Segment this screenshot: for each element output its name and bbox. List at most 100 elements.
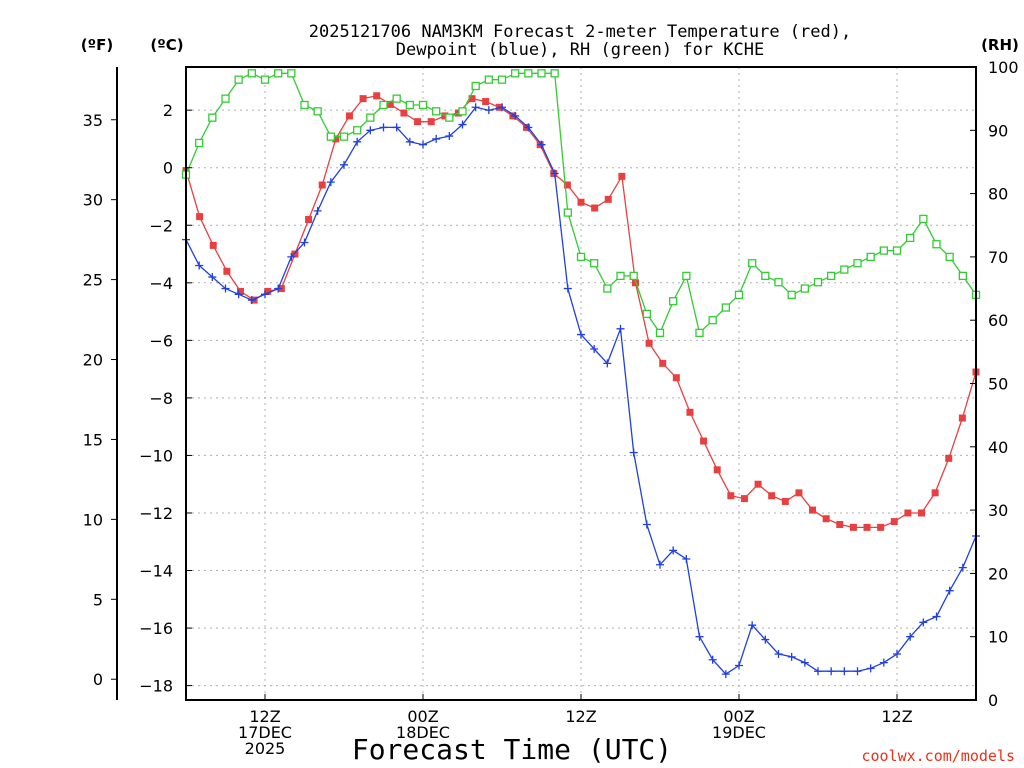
rh-point [511,69,520,78]
temperature-point [345,112,353,120]
dewpoint-point [577,330,585,339]
time-tick-label: 12Z [881,707,912,726]
temperature-point [373,92,381,100]
dewpoint-point [247,296,256,305]
rh-tick-label: 30 [988,501,1008,520]
fahrenheit-tick-label: 15 [83,430,103,449]
temperature-point [318,181,326,189]
temperature-point [740,495,748,503]
temperature-point [604,195,612,203]
temperature-point [482,98,490,106]
dewpoint-point [945,586,954,595]
credit-label: coolwx.com/models [861,747,1015,765]
rh-point [774,278,783,287]
dewpoint-point [682,555,691,564]
dewpoint-point [445,132,454,141]
dewpoint-point [326,178,335,187]
dewpoint-point [748,621,757,630]
temperature-point [332,135,340,143]
dewpoint-point [419,140,427,149]
dewpoint-point [550,169,559,178]
rh-point [353,126,362,135]
temperature-line [185,95,977,529]
dewpoint-point [827,667,836,676]
temperature-point [563,181,571,189]
celsius-tick-label: −14 [139,562,173,581]
rh-point [260,75,270,84]
dewpoint-point [603,359,612,368]
rh-series [181,69,981,338]
grid-lines [186,67,976,700]
rh-point [629,271,638,281]
rh-point [919,214,928,224]
rh-point [432,107,441,116]
dewpoint-point [537,140,546,149]
celsius-tick-label: −6 [149,331,173,350]
rh-point [879,246,888,255]
time-tick-label: 17DEC [238,723,292,742]
temperature-point [305,215,313,223]
rh-point [748,259,757,268]
dewpoint-point [906,632,915,641]
dewpoint-point [866,664,875,673]
temperature-point [591,204,599,212]
rh-point [945,252,954,262]
rh-tick-label: 0 [988,691,998,710]
rh-point [576,252,586,262]
temperature-point [768,492,776,500]
time-tick-label: 18DEC [396,723,450,742]
rh-point [405,100,414,110]
temperature-point [849,523,857,531]
rh-point [669,297,678,306]
celsius-tick-label: 2 [163,101,173,120]
celsius-tick-label: −16 [139,619,173,638]
rh-point [695,328,704,338]
dewpoint-point [853,667,862,676]
rh-point [721,303,730,312]
dewpoint-point [656,560,664,569]
time-tick-label: 00Z [407,707,438,726]
temperature-point [618,172,626,180]
rh-point [563,208,572,217]
dewpoint-point [932,612,941,621]
time-tick-label: 2025 [245,739,286,758]
temperature-point [359,95,367,103]
rh-point [392,94,401,103]
rh-point [866,252,875,262]
temperature-point [836,520,844,528]
temperature-point [414,118,422,126]
temperature-point [877,523,885,531]
dewpoint-point [629,448,638,457]
rh-point [616,271,625,281]
dewpoint-point [484,106,493,115]
temperature-point [223,267,231,275]
celsius-tick-label: −2 [149,216,173,235]
rh-point [958,271,967,281]
dewpoint-point [195,261,204,270]
temperature-point [931,489,939,497]
rh-tick-label: 70 [988,248,1008,267]
dewpoint-point [498,103,506,112]
dewpoint-point [458,120,467,129]
dewpoint-point [879,658,888,667]
temperature-point [468,95,476,103]
dewpoint-point [590,344,599,353]
rh-tick-label: 90 [988,121,1008,140]
dewpoint-point [274,284,283,293]
fahrenheit-unit-label: (ºF) [81,36,113,54]
temperature-point [918,509,926,517]
rh-point [366,113,375,122]
temperature-point [754,480,762,488]
rh-unit-label: (RH) [981,36,1019,54]
rh-point [932,240,941,249]
rh-point [418,100,428,110]
dewpoint-point [471,103,480,112]
rh-point [813,278,823,287]
dewpoint-point [287,252,296,261]
temperature-point [686,408,694,416]
dewpoint-point [313,206,322,215]
time-tick-label: 12Z [249,707,280,726]
rh-point [787,290,796,300]
temperature-point [209,241,217,249]
